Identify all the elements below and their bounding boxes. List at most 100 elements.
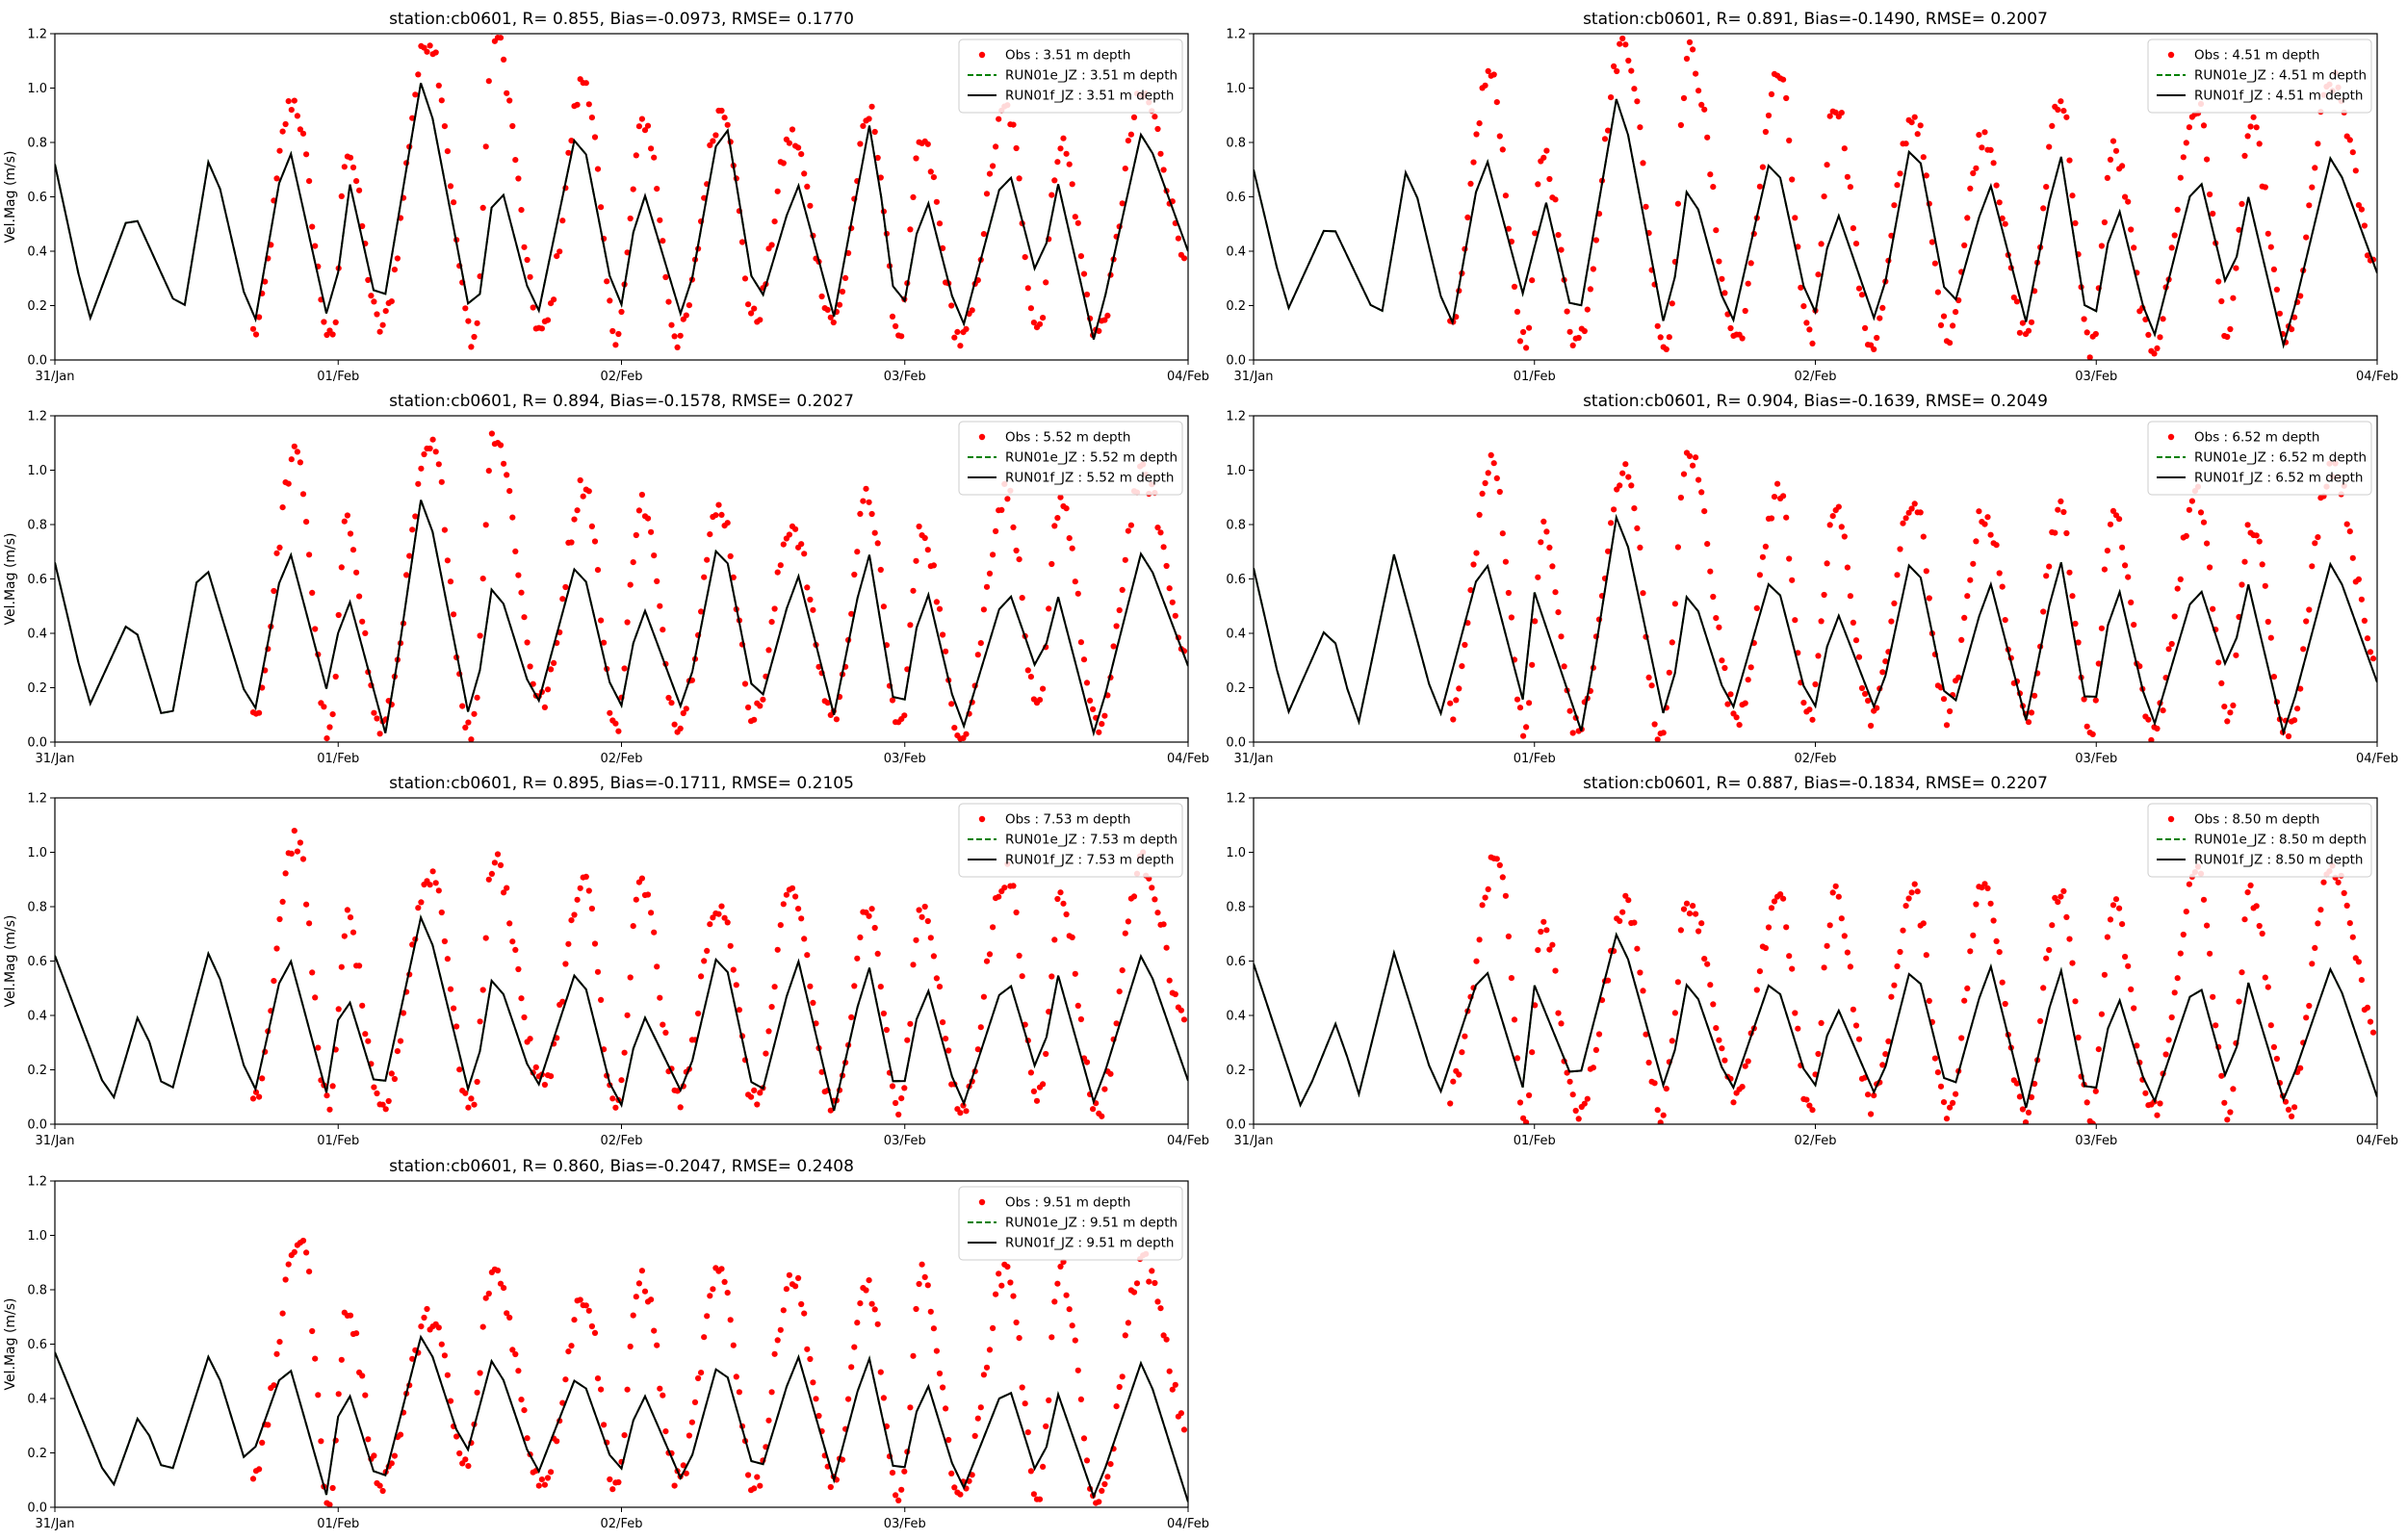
obs-point <box>265 1422 272 1428</box>
obs-point <box>1540 154 1547 161</box>
obs-point <box>2367 649 2374 655</box>
obs-point <box>2259 561 2265 568</box>
obs-point <box>2270 1043 2277 1050</box>
x-tick-label: 01/Feb <box>1514 752 1556 766</box>
obs-point <box>306 920 313 927</box>
obs-point <box>1122 930 1128 937</box>
obs-point <box>1493 475 1500 481</box>
obs-point <box>1110 643 1117 650</box>
obs-point <box>1724 701 1731 707</box>
obs-point <box>1733 714 1740 721</box>
obs-series <box>249 828 1188 1119</box>
obs-point <box>924 1282 931 1289</box>
obs-point <box>1051 1298 1058 1305</box>
obs-point <box>318 1438 324 1445</box>
obs-point <box>1157 1305 1164 1312</box>
obs-point <box>674 1088 681 1094</box>
obs-point <box>1674 544 1681 551</box>
obs-point <box>451 611 457 618</box>
obs-point <box>2171 989 2178 996</box>
obs-point <box>2183 532 2189 540</box>
obs-point <box>1882 658 1889 665</box>
obs-point <box>1505 933 1512 940</box>
obs-point <box>1680 471 1688 477</box>
obs-point <box>1516 338 1524 345</box>
obs-point <box>421 1314 427 1322</box>
obs-point <box>974 652 981 658</box>
obs-point <box>2276 310 2283 317</box>
obs-point <box>951 725 958 732</box>
obs-point <box>1768 515 1775 522</box>
obs-point <box>2177 950 2184 957</box>
obs-point <box>960 1102 967 1109</box>
obs-point <box>1467 587 1474 594</box>
obs-point <box>541 1481 549 1488</box>
obs-point <box>2019 320 2026 326</box>
obs-point <box>2315 920 2321 927</box>
obs-point <box>1771 494 1778 500</box>
obs-point <box>1786 953 1793 960</box>
obs-point <box>1146 1278 1152 1285</box>
obs-point <box>356 187 363 193</box>
obs-point <box>2095 660 2102 667</box>
obs-point <box>1762 128 1769 136</box>
obs-point <box>2253 532 2260 539</box>
obs-point <box>771 605 778 612</box>
obs-point <box>1169 1386 1176 1393</box>
obs-point <box>2058 498 2064 505</box>
obs-point <box>554 1438 560 1445</box>
obs-point <box>1130 893 1138 900</box>
y-tick-label: 0.4 <box>1226 1010 1246 1024</box>
obs-point <box>1180 1426 1188 1433</box>
obs-point <box>1482 894 1488 901</box>
y-tick-label: 0.4 <box>27 245 47 260</box>
obs-point <box>633 152 639 159</box>
obs-point <box>2352 167 2359 174</box>
run01f-line <box>55 914 1188 1112</box>
obs-point <box>2040 608 2047 615</box>
obs-point <box>1686 452 1694 459</box>
obs-point <box>2063 529 2070 537</box>
obs-point <box>1476 120 1483 127</box>
obs-point <box>963 731 970 737</box>
obs-point <box>438 909 445 916</box>
obs-point <box>2157 334 2163 341</box>
obs-point <box>1166 585 1173 592</box>
obs-point <box>1628 67 1635 74</box>
obs-point <box>2186 881 2192 887</box>
legend-label: Obs : 3.51 m depth <box>1005 48 1130 64</box>
obs-point <box>2210 210 2216 218</box>
obs-point <box>1549 563 1556 570</box>
obs-point <box>2358 206 2365 213</box>
obs-point <box>854 955 861 962</box>
subplot-7: station:cb0601, R= 0.860, Bias=-0.2047, … <box>3 1157 1209 1531</box>
obs-point <box>518 589 525 596</box>
obs-point <box>936 605 944 612</box>
obs-point <box>889 697 896 704</box>
obs-point <box>1467 180 1474 187</box>
obs-point <box>1855 285 1863 292</box>
obs-point <box>1786 137 1793 144</box>
obs-point <box>907 622 914 629</box>
subplot-title: station:cb0601, R= 0.904, Bias=-0.1639, … <box>1583 392 2048 411</box>
obs-point <box>691 1399 699 1405</box>
obs-point <box>2060 108 2067 115</box>
obs-point <box>1508 975 1514 982</box>
obs-point <box>907 226 914 233</box>
obs-point <box>1690 462 1696 469</box>
obs-point <box>359 1373 366 1379</box>
obs-point <box>556 248 563 255</box>
obs-point <box>674 344 681 350</box>
obs-point <box>1552 196 1559 203</box>
obs-point <box>951 1484 958 1491</box>
obs-point <box>273 945 280 952</box>
obs-point <box>1060 900 1067 907</box>
obs-point <box>1493 856 1500 862</box>
obs-point <box>910 1352 917 1359</box>
obs-point <box>641 1288 649 1295</box>
obs-point <box>1637 544 1643 552</box>
obs-point <box>721 914 728 921</box>
obs-point <box>1476 937 1483 943</box>
obs-point <box>954 328 961 335</box>
obs-point <box>1940 696 1948 703</box>
